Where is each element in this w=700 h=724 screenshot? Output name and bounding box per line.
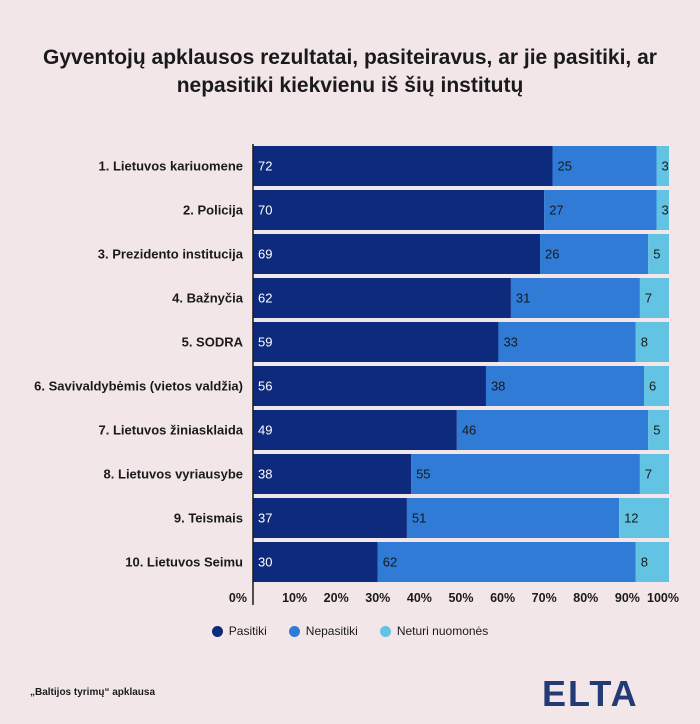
data-label: 7 (645, 291, 652, 306)
legend-item: Nepasitiki (288, 624, 358, 638)
bar-segment-nepasitiki (377, 542, 636, 582)
x-tick-label: 100% (647, 591, 679, 605)
bar-segment-nepasitiki (498, 322, 636, 362)
category-label: 3. Prezidento institucija (98, 247, 244, 262)
legend: Pasitiki Nepasitiki Neturi nuomonės (0, 624, 700, 638)
bar-segment-nepasitiki (485, 366, 645, 406)
legend-item: Pasitiki (211, 624, 267, 638)
bar-segment-pasitiki (253, 410, 457, 450)
bar-segment-nepasitiki (406, 498, 620, 538)
x-tick-label: 10% (282, 591, 307, 605)
data-label: 51 (412, 511, 426, 526)
legend-label: Neturi nuomonės (396, 624, 489, 638)
data-label: 56 (258, 379, 272, 394)
bar-segment-nepasitiki (456, 410, 649, 450)
data-label: 38 (491, 379, 505, 394)
data-label: 46 (462, 423, 476, 438)
category-label: 10. Lietuvos Seimu (125, 555, 243, 570)
data-label: 5 (653, 423, 660, 438)
data-label: 25 (558, 159, 572, 174)
bar-segment-pasitiki (253, 146, 553, 186)
bar-segment-neturi-nuomonės (635, 322, 669, 362)
data-label: 72 (258, 159, 272, 174)
category-label: 6. Savivaldybėmis (vietos valdžia) (34, 379, 243, 394)
legend-item: Neturi nuomonės (379, 624, 489, 638)
legend-label: Nepasitiki (305, 624, 358, 638)
source-note: „Baltijos tyrimų“ apklausa (30, 687, 156, 698)
data-label: 27 (549, 203, 563, 218)
data-label: 5 (653, 247, 660, 262)
elta-logo: ELTA (542, 673, 639, 714)
legend-swatch (288, 625, 300, 637)
data-label: 30 (258, 555, 272, 570)
data-label: 70 (258, 203, 272, 218)
data-label: 12 (624, 511, 638, 526)
bar-segment-neturi-nuomonės (656, 190, 669, 230)
data-label: 31 (516, 291, 530, 306)
bar-segment-pasitiki (253, 498, 407, 538)
data-label: 38 (258, 467, 272, 482)
bar-segment-neturi-nuomonės (656, 146, 669, 186)
data-label: 62 (258, 291, 272, 306)
chart-title: Gyventojų apklausos rezultatai, pasiteir… (43, 46, 657, 97)
bar-segment-nepasitiki (510, 278, 640, 318)
legend-swatch (211, 625, 223, 637)
data-label: 8 (641, 335, 648, 350)
bar-segment-nepasitiki (411, 454, 640, 494)
data-label: 37 (258, 511, 272, 526)
bar-segment-neturi-nuomonės (639, 278, 669, 318)
bar-segment-neturi-nuomonės (644, 366, 669, 406)
bar-segment-nepasitiki (544, 190, 657, 230)
x-tick-label: 60% (490, 591, 515, 605)
bar-segment-pasitiki (253, 278, 511, 318)
x-tick-label: 20% (324, 591, 349, 605)
data-label: 69 (258, 247, 272, 262)
data-label: 6 (649, 379, 656, 394)
bar-segment-pasitiki (253, 322, 499, 362)
x-tick-label: 30% (365, 591, 390, 605)
category-label: 4. Bažnyčia (172, 291, 244, 306)
bar-segment-pasitiki (253, 234, 541, 274)
bar-segment-neturi-nuomonės (619, 498, 669, 538)
bar-segment-nepasitiki (540, 234, 649, 274)
category-label: 8. Lietuvos vyriausybe (104, 467, 243, 482)
data-label: 3 (662, 159, 669, 174)
category-label: 5. SODRA (182, 335, 244, 350)
x-tick-label: 80% (573, 591, 598, 605)
x-tick-label: 40% (407, 591, 432, 605)
category-label: 9. Teismais (174, 511, 243, 526)
data-label: 26 (545, 247, 559, 262)
data-label: 33 (503, 335, 517, 350)
category-label: 7. Lietuvos žiniasklaida (99, 423, 244, 438)
bar-segment-neturi-nuomonės (635, 542, 669, 582)
data-label: 49 (258, 423, 272, 438)
stacked-bar-chart: 1. Lietuvos kariuomene 72 25 32. Policija 70… (34, 144, 679, 605)
x-tick-label: 90% (615, 591, 640, 605)
bar-segment-pasitiki (253, 454, 412, 494)
bar-segment-pasitiki (253, 542, 378, 582)
data-label: 8 (641, 555, 648, 570)
category-label: 1. Lietuvos kariuomene (99, 159, 244, 174)
data-label: 59 (258, 335, 272, 350)
bar-segment-neturi-nuomonės (639, 454, 669, 494)
x-tick-label: 50% (448, 591, 473, 605)
data-label: 62 (383, 555, 397, 570)
category-label: 2. Policija (183, 203, 244, 218)
x-tick-label: 70% (532, 591, 557, 605)
bar-segment-nepasitiki (552, 146, 657, 186)
bar-segment-pasitiki (253, 190, 545, 230)
bar-segment-neturi-nuomonės (648, 410, 669, 450)
data-label: 7 (645, 467, 652, 482)
bar-segment-pasitiki (253, 366, 486, 406)
legend-swatch (379, 625, 391, 637)
data-label: 3 (662, 203, 669, 218)
data-label: 55 (416, 467, 430, 482)
x-tick-label: 0% (229, 591, 247, 605)
legend-label: Pasitiki (228, 624, 267, 638)
bar-segment-neturi-nuomonės (648, 234, 669, 274)
